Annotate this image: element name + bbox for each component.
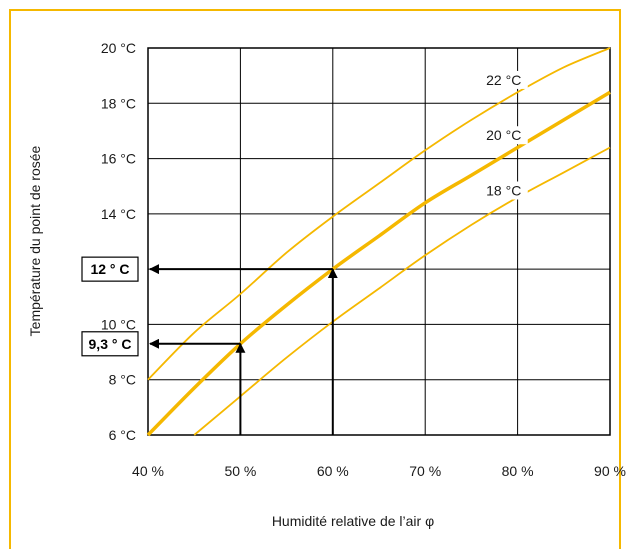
grid: [147, 47, 611, 436]
curve-label-bg: [479, 70, 528, 89]
x-tick-label: 70 %: [409, 463, 441, 479]
y-tick-label: 9,3 ° C: [89, 336, 132, 352]
curve-label: 18 °C: [486, 183, 521, 199]
x-tick-label: 80 %: [502, 463, 534, 479]
y-axis-title: Température du point de rosée: [27, 145, 43, 336]
plot-area-border: [147, 47, 611, 436]
y-tick-label-box: [81, 331, 139, 357]
curves: 22 °C 20 °C 18 °C: [146, 47, 611, 437]
y-tick-label: 16 °C: [101, 151, 136, 167]
tick-labels: 40 % 50 % 60 % 70 % 80 % 90 % 6 °C 8 °C 10 °C 12 …: [81, 40, 626, 479]
y-tick-label: 14 °C: [101, 206, 136, 222]
series-line: [147, 47, 611, 381]
series-line: [146, 90, 611, 437]
y-tick-label: 10 °C: [101, 316, 136, 332]
annotations: [149, 264, 338, 435]
curve-label: 22 °C: [486, 72, 521, 88]
x-tick-label: 50 %: [224, 463, 256, 479]
curve-label-bg: [479, 181, 528, 200]
y-tick-label: 12 ° C: [90, 261, 129, 277]
chart-frame: [9, 9, 621, 549]
x-tick-label: 40 %: [132, 463, 164, 479]
curve-label: 20 °C: [486, 127, 521, 143]
y-tick-label: 6 °C: [109, 427, 136, 443]
y-tick-label: 8 °C: [109, 372, 136, 388]
x-tick-label: 60 %: [317, 463, 349, 479]
x-tick-label: 90 %: [594, 463, 626, 479]
x-axis-title: Humidité relative de l’air φ: [272, 513, 434, 529]
y-tick-label: 20 °C: [101, 40, 136, 56]
y-tick-label-box: [81, 256, 139, 282]
curve-label-bg: [479, 126, 528, 145]
series-line: [193, 146, 611, 436]
y-tick-label: 18 °C: [101, 95, 136, 111]
